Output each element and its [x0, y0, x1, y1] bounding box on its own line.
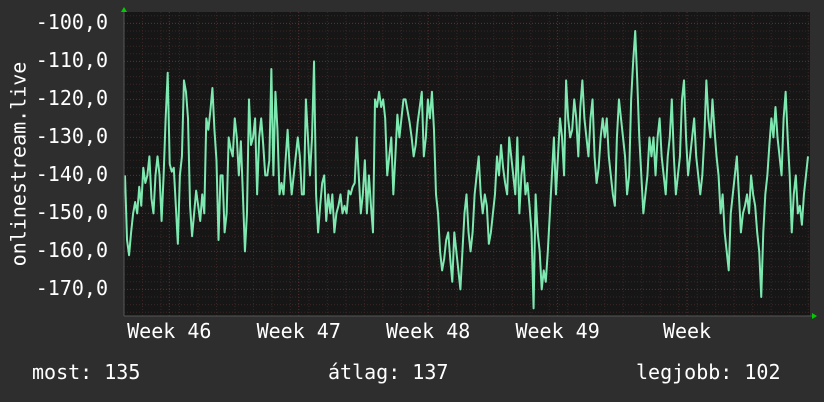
stats-bar: most: 135 átlag: 137 legjobb: 102	[0, 360, 824, 390]
x-tick-label: Week 47	[257, 319, 341, 343]
y-tick-label: -150,0	[36, 200, 108, 224]
x-tick-label: Week 46	[127, 319, 211, 343]
x-tick-label: Week 48	[386, 319, 470, 343]
y-axis: -100,0 -110,0 -120,0 -130,0 -140,0 -150,0 -160…	[36, 10, 108, 300]
stat-average: átlag: 137	[328, 360, 449, 384]
y-tick-label: -170,0	[36, 276, 108, 300]
y-tick-label: -100,0	[36, 10, 108, 34]
series-line	[124, 30, 809, 310]
stat-current: most: 135	[32, 360, 141, 384]
stat-best: legjobb: 102	[636, 360, 781, 384]
x-axis: Week 46 Week 47 Week 48 Week 49 Week	[127, 319, 711, 343]
axes	[121, 7, 817, 319]
y-axis-label: onlinestream.live	[7, 62, 31, 267]
y-tick-label: -160,0	[36, 238, 108, 262]
y-axis-arrow-icon	[121, 7, 127, 12]
y-tick-label: -120,0	[36, 86, 108, 110]
y-tick-label: -140,0	[36, 162, 108, 186]
y-tick-label: -130,0	[36, 124, 108, 148]
y-tick-label: -110,0	[36, 48, 108, 72]
x-tick-label: Week	[663, 319, 711, 343]
line-chart: -100,0 -110,0 -120,0 -130,0 -140,0 -150,0 -160…	[7, 7, 817, 343]
x-axis-arrow-icon	[812, 313, 817, 319]
x-tick-label: Week 49	[515, 319, 599, 343]
plot-background	[124, 12, 810, 316]
